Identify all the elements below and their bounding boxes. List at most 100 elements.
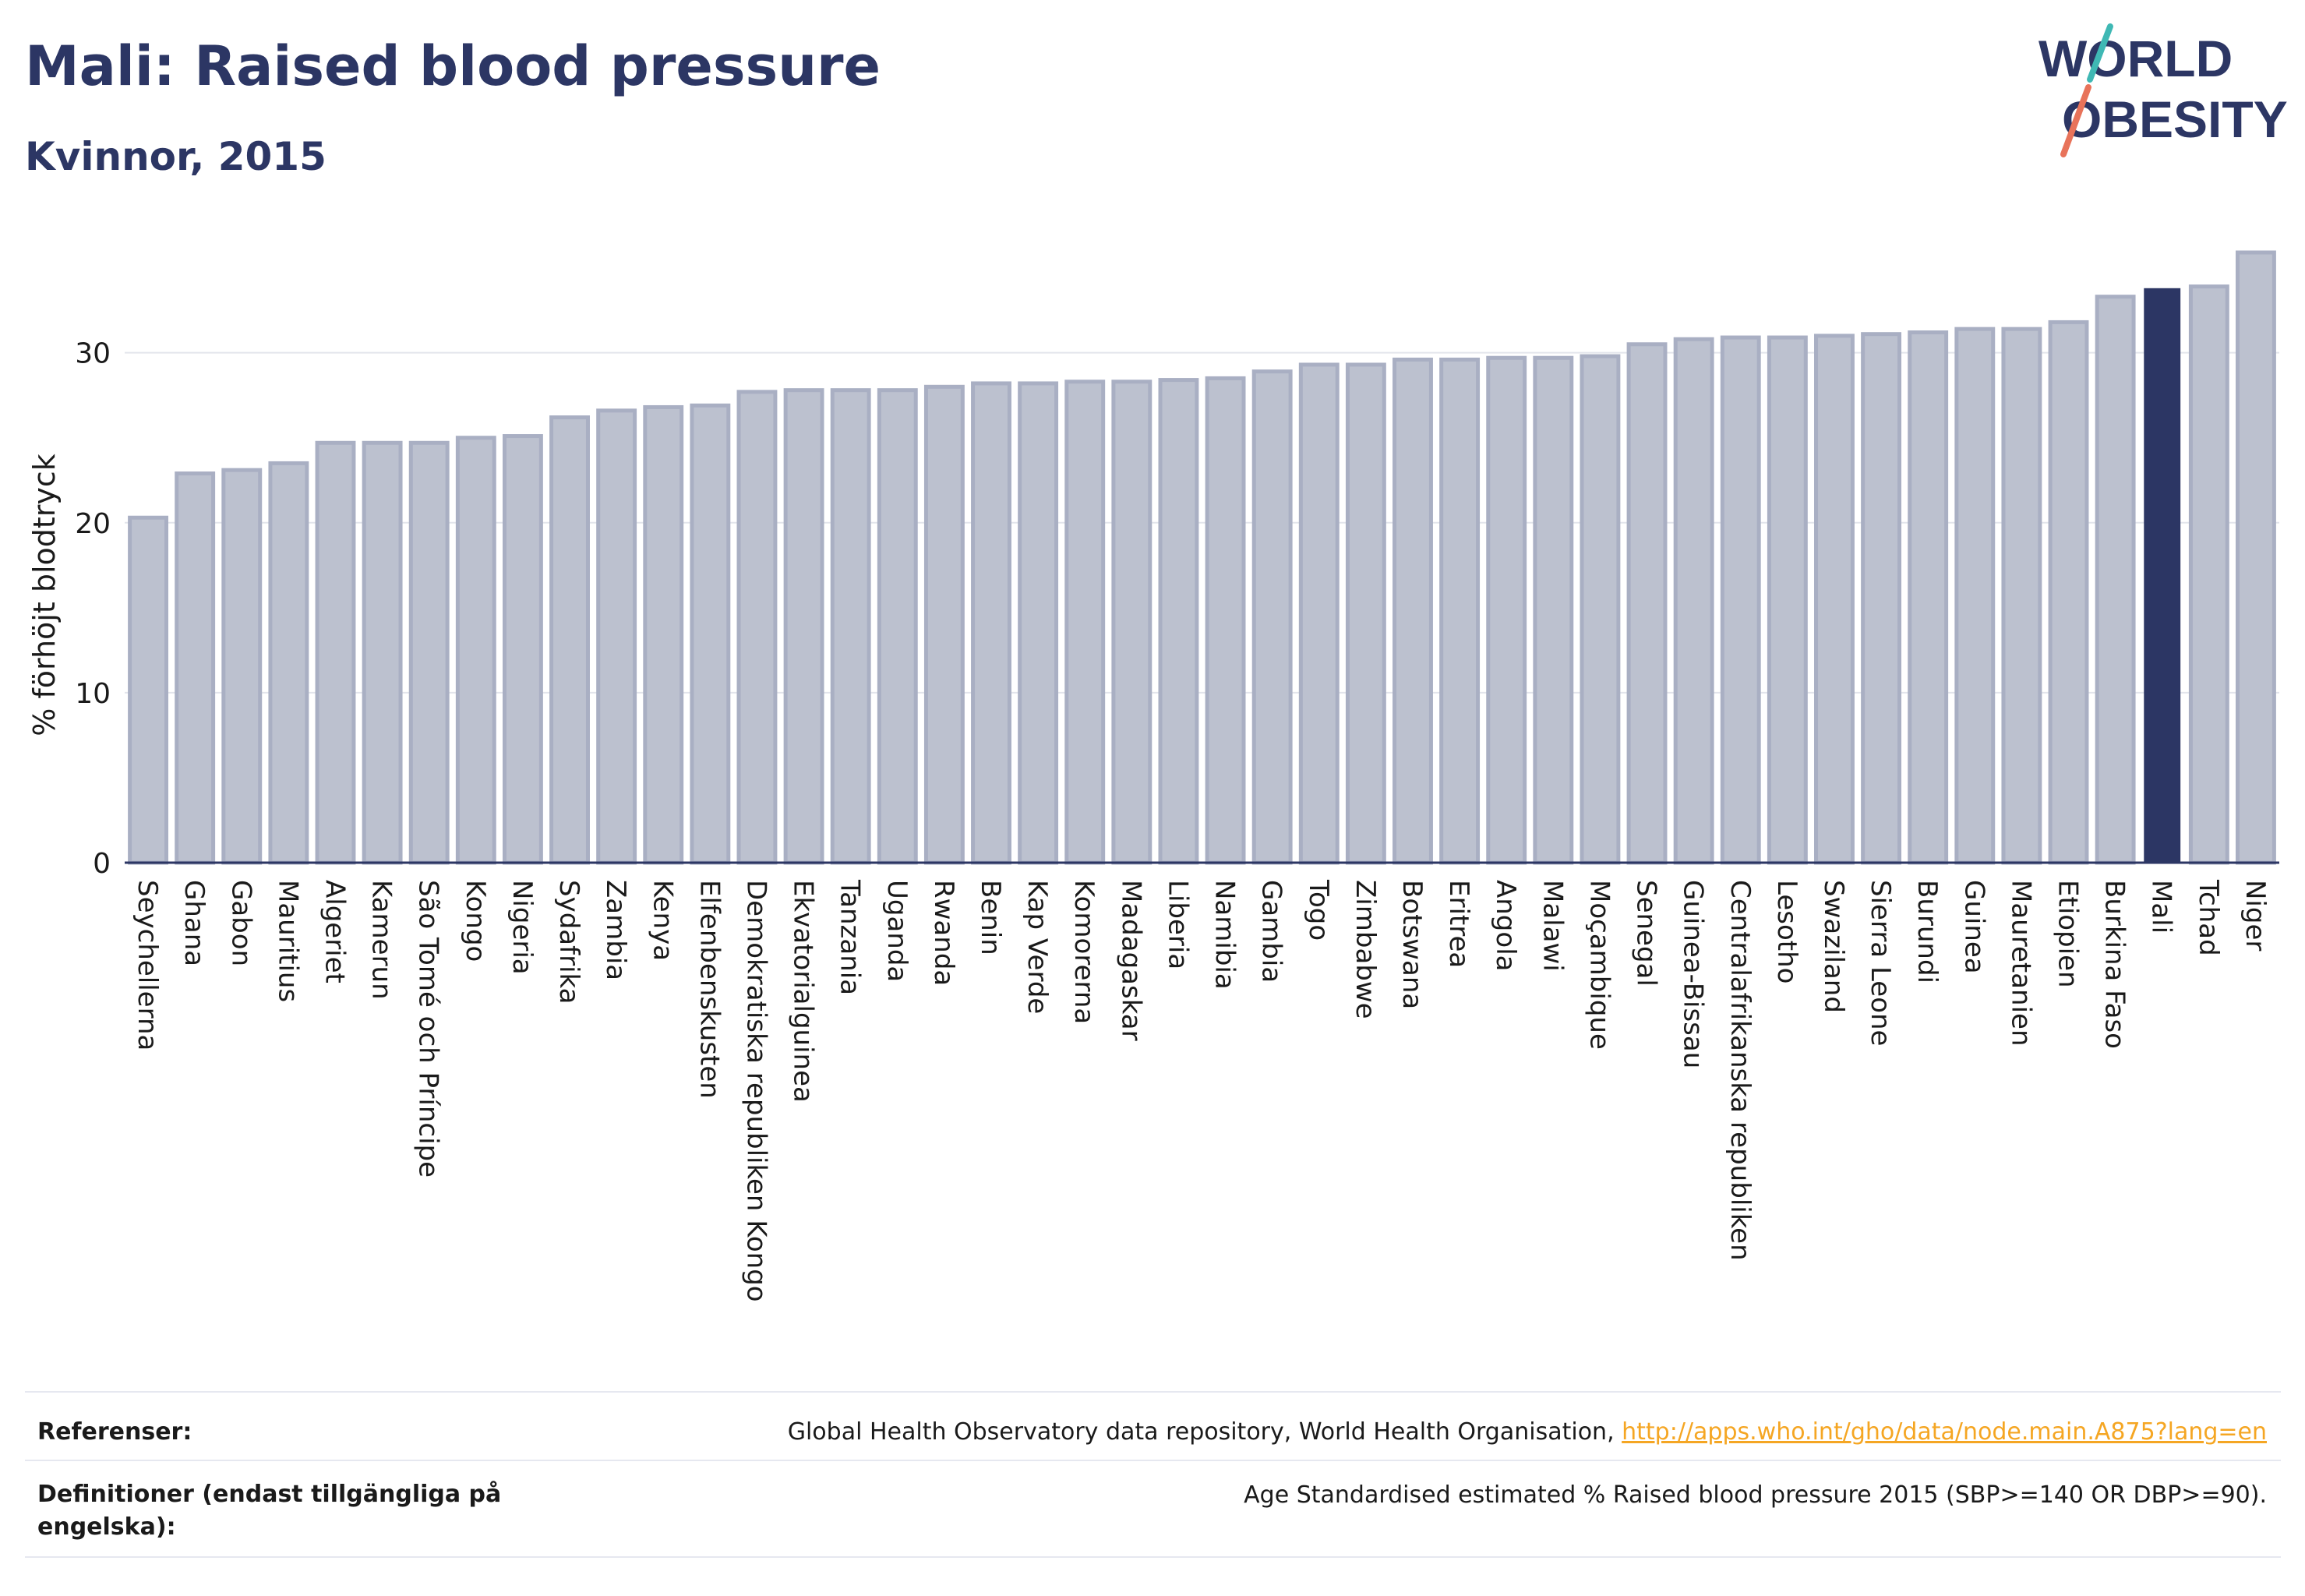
bar bbox=[408, 440, 450, 865]
x-tick-label: Senegal bbox=[1631, 880, 1662, 987]
bar bbox=[175, 471, 216, 865]
x-tick-label: Mauretanien bbox=[2005, 880, 2036, 1047]
footer-table: Referenser: Global Health Observatory da… bbox=[25, 1391, 2281, 1559]
x-tick-label: Demokratiska republiken Kongo bbox=[740, 880, 771, 1302]
bar bbox=[1626, 342, 1668, 865]
x-tick-label: Botswana bbox=[1396, 880, 1428, 1009]
definitions-text: Age Standardised estimated % Raised bloo… bbox=[1244, 1481, 2267, 1509]
x-tick-label: Kamerun bbox=[366, 880, 397, 1000]
bar bbox=[1486, 355, 1527, 865]
bar bbox=[971, 381, 1011, 865]
y-tick-label: 0 bbox=[93, 848, 111, 880]
bar bbox=[690, 403, 731, 865]
x-tick-label: Nigeria bbox=[507, 880, 538, 975]
footer-rule-top bbox=[25, 1391, 2281, 1393]
bar bbox=[1814, 334, 1855, 865]
bar bbox=[1580, 354, 1621, 865]
bar bbox=[2095, 295, 2136, 865]
x-tick-label: Guinea-Bissau bbox=[1678, 880, 1709, 1068]
bar bbox=[502, 434, 543, 865]
x-tick-label: Guinea bbox=[1958, 880, 1989, 974]
footer-rule-bottom bbox=[25, 1556, 2281, 1558]
bar bbox=[1064, 380, 1106, 865]
x-tick-label: Kap Verde bbox=[1022, 880, 1053, 1014]
footer-rule-middle bbox=[25, 1460, 2281, 1461]
bar bbox=[2188, 284, 2229, 865]
bar bbox=[1954, 327, 1996, 865]
bar bbox=[643, 404, 684, 865]
x-tick-label: Kenya bbox=[647, 880, 678, 961]
bar bbox=[1111, 380, 1152, 865]
bar bbox=[128, 515, 168, 865]
x-tick-label: Malawi bbox=[1537, 880, 1568, 972]
bar bbox=[877, 388, 918, 865]
logo-line2: OBESITY bbox=[2062, 90, 2288, 148]
references-link[interactable]: http://apps.who.int/gho/data/node.main.A… bbox=[1622, 1418, 2267, 1446]
x-tick-label: Namibia bbox=[1209, 880, 1241, 990]
x-tick-label: Moçambique bbox=[1583, 880, 1615, 1050]
x-tick-label: Burundi bbox=[1911, 880, 1943, 983]
bar bbox=[783, 388, 824, 865]
page-subtitle: Kvinnor, 2015 bbox=[25, 134, 327, 179]
bar bbox=[736, 390, 778, 865]
bar bbox=[315, 440, 356, 865]
x-tick-label: Gambia bbox=[1256, 880, 1287, 983]
x-tick-label: Algeriet bbox=[319, 880, 350, 983]
x-tick-label: Angola bbox=[1490, 880, 1521, 971]
bar bbox=[1720, 335, 1761, 865]
bar bbox=[1345, 362, 1386, 865]
bar bbox=[1298, 362, 1340, 865]
x-tick-label: Mauritius bbox=[272, 880, 303, 1002]
bar bbox=[2001, 327, 2042, 865]
logo-slash-coral bbox=[2060, 84, 2091, 157]
bar bbox=[221, 468, 263, 865]
y-tick-label: 10 bbox=[75, 678, 111, 710]
bar bbox=[2048, 320, 2089, 865]
bar bbox=[268, 461, 309, 865]
bar bbox=[549, 415, 590, 865]
x-tick-label: Zimbabwe bbox=[1350, 880, 1381, 1019]
x-tick-label: Eritrea bbox=[1443, 880, 1474, 968]
y-tick-label: 30 bbox=[75, 338, 111, 370]
x-tick-label: Swaziland bbox=[1818, 880, 1849, 1013]
bar bbox=[1439, 357, 1481, 865]
x-tick-label: Kongo bbox=[460, 880, 491, 962]
x-tick-label: Komorerna bbox=[1068, 880, 1100, 1024]
bar bbox=[1158, 378, 1199, 865]
x-tick-label: Tanzania bbox=[835, 879, 866, 995]
page-title: Mali: Raised blood pressure bbox=[25, 34, 881, 98]
bar bbox=[1767, 335, 1808, 865]
y-tick-label: 20 bbox=[75, 508, 111, 540]
bar bbox=[1018, 381, 1059, 865]
definitions-label: Definitioner (endast tillgängliga på eng… bbox=[37, 1481, 502, 1541]
x-tick-label: Madagaskar bbox=[1115, 880, 1146, 1041]
x-tick-label: Gabon bbox=[225, 880, 256, 966]
x-tick-label: Uganda bbox=[881, 880, 912, 982]
references-text: Global Health Observatory data repositor… bbox=[788, 1418, 2267, 1446]
bar bbox=[1205, 376, 1246, 865]
bar-chart: 0 10 20 30 % förhöjt blodtryck Seychellerna Gh… bbox=[27, 250, 2279, 1302]
x-tick-label: Rwanda bbox=[928, 880, 959, 986]
x-tick-label: Liberia bbox=[1162, 880, 1193, 969]
x-tick-label: Centralafrikanska republiken bbox=[1724, 880, 1756, 1261]
references-source: Global Health Observatory data repositor… bbox=[787, 1418, 1622, 1446]
bar bbox=[830, 388, 871, 865]
bar bbox=[455, 436, 496, 865]
bar bbox=[596, 408, 637, 865]
x-tick-label: Tchad bbox=[2193, 879, 2224, 956]
bar bbox=[2144, 288, 2181, 863]
x-tick-label: Benin bbox=[975, 880, 1006, 955]
references-label: Referenser: bbox=[37, 1418, 192, 1446]
bar bbox=[2236, 250, 2276, 865]
x-tick-label: São Tomé och Príncipe bbox=[413, 880, 444, 1178]
bar bbox=[923, 384, 965, 865]
x-tick-label: Etiopien bbox=[2053, 880, 2084, 988]
x-tick-label: Burkina Faso bbox=[2099, 880, 2130, 1049]
bar bbox=[1673, 337, 1714, 865]
logo-slash-teal bbox=[2087, 23, 2113, 83]
bar bbox=[1908, 330, 1949, 865]
x-tick-label: Zambia bbox=[600, 880, 631, 980]
x-tick-label: Niger bbox=[2240, 880, 2271, 951]
logo-line1: WORLD bbox=[2038, 30, 2233, 87]
bar bbox=[1393, 357, 1433, 865]
